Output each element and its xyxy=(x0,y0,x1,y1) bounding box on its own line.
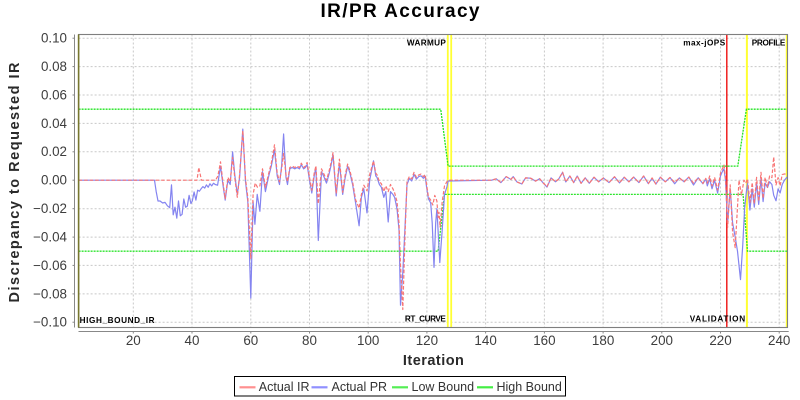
svg-text:Discrepancy to Requested IR: Discrepancy to Requested IR xyxy=(7,62,23,303)
svg-text:180: 180 xyxy=(592,333,614,348)
svg-text:HIGH_BOUND_IR: HIGH_BOUND_IR xyxy=(80,316,155,325)
svg-text:−0.06: −0.06 xyxy=(33,258,67,273)
svg-text:−0.08: −0.08 xyxy=(33,286,67,301)
svg-text:140: 140 xyxy=(474,333,496,348)
svg-text:WARMUP: WARMUP xyxy=(407,39,447,48)
svg-text:High Bound: High Bound xyxy=(497,380,562,394)
svg-text:PROFILE: PROFILE xyxy=(752,39,786,48)
svg-text:max-jOPS: max-jOPS xyxy=(683,39,726,48)
svg-text:0.06: 0.06 xyxy=(41,87,67,102)
svg-text:80: 80 xyxy=(302,333,317,348)
svg-text:220: 220 xyxy=(709,333,731,348)
svg-text:Actual IR: Actual IR xyxy=(259,380,310,394)
svg-text:Iteration: Iteration xyxy=(403,353,464,369)
svg-text:Low Bound: Low Bound xyxy=(412,380,475,394)
svg-text:−0.10: −0.10 xyxy=(33,315,67,330)
svg-text:−0.02: −0.02 xyxy=(33,201,67,216)
svg-text:60: 60 xyxy=(243,333,258,348)
svg-text:0.08: 0.08 xyxy=(41,59,67,74)
svg-text:240: 240 xyxy=(768,333,790,348)
svg-text:VALIDATION: VALIDATION xyxy=(690,314,746,323)
svg-text:0.04: 0.04 xyxy=(41,116,68,131)
svg-text:100: 100 xyxy=(357,333,379,348)
svg-text:IR/PR Accuracy: IR/PR Accuracy xyxy=(321,1,480,22)
svg-text:120: 120 xyxy=(416,333,438,348)
svg-text:0.00: 0.00 xyxy=(41,173,67,188)
svg-text:−0.04: −0.04 xyxy=(33,230,67,245)
svg-text:200: 200 xyxy=(651,333,673,348)
svg-text:40: 40 xyxy=(185,333,200,348)
svg-text:20: 20 xyxy=(126,333,141,348)
svg-text:RT_CURVE: RT_CURVE xyxy=(405,315,447,324)
svg-text:0.02: 0.02 xyxy=(41,144,67,159)
svg-text:0.10: 0.10 xyxy=(41,31,67,46)
svg-text:160: 160 xyxy=(533,333,555,348)
svg-text:Actual PR: Actual PR xyxy=(332,380,388,394)
